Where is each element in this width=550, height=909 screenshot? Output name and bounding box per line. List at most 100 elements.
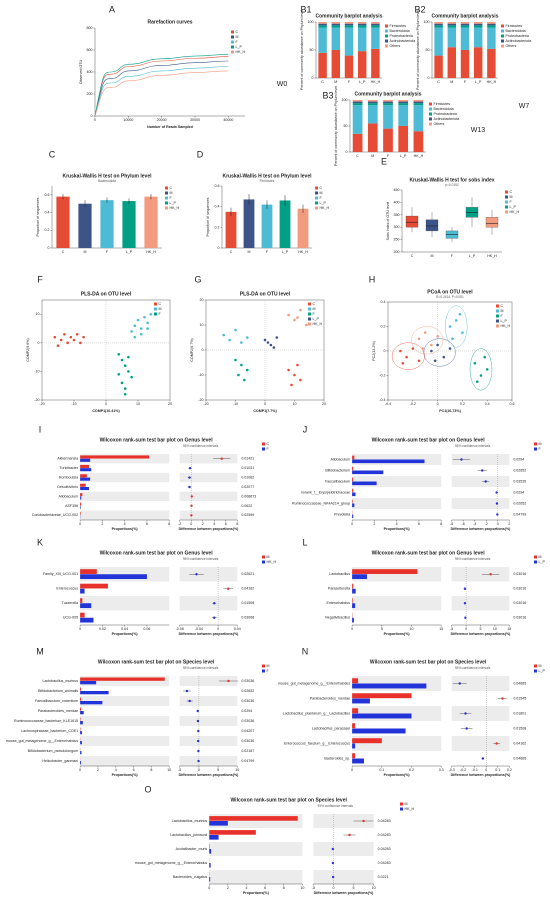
row-label: Bifidobacterium: [325, 468, 350, 472]
legend-label: Bacteroidota: [434, 107, 454, 111]
group-ellipse: [423, 338, 456, 367]
bar: [297, 208, 309, 248]
legend-swatch: [165, 186, 168, 190]
p-value: 0.02599: [241, 513, 254, 517]
legend-swatch: [385, 29, 388, 33]
difference-point: [226, 587, 230, 590]
stacked-segment: [434, 22, 443, 24]
point: [120, 358, 124, 362]
bar: [243, 199, 255, 248]
stacked-segment: [371, 27, 380, 49]
chart-title: Community barplot analysis: [355, 91, 422, 97]
y-tick-label: 50: [310, 48, 314, 52]
difference-point: [188, 466, 192, 470]
legend-swatch: [496, 309, 499, 313]
panel-letter: B3: [322, 90, 333, 100]
x-tick-label: 0.2: [507, 768, 512, 772]
stacked-segment: [371, 22, 380, 24]
legend-label: HK_H: [236, 50, 246, 54]
y-tick-label: 200: [87, 92, 93, 96]
proportion-bar: [80, 458, 91, 462]
difference-point: [495, 491, 498, 494]
proportion-bar: [352, 617, 354, 623]
x-tick-label: 5: [353, 886, 355, 890]
x-tick-label: 0.04: [121, 627, 128, 631]
stacked-segment: [473, 25, 483, 28]
proportion-bar: [352, 459, 425, 464]
x-tick-label: 0.04: [234, 627, 241, 631]
stacked-segment: [344, 55, 354, 78]
row-label: Lactobacillus_johnsonii: [170, 833, 207, 837]
legend-label: Others: [506, 44, 517, 48]
legend-label: F: [510, 200, 513, 204]
row-band: [451, 454, 510, 465]
stacked-segment: [413, 131, 424, 152]
legend-swatch: [262, 560, 265, 564]
y-tick-label: 20: [200, 298, 204, 302]
proportion-bar: [352, 455, 355, 460]
point: [448, 347, 452, 350]
row-label: Lactobacillus_murinus: [172, 819, 208, 823]
difference-point: [331, 847, 335, 851]
stacked-segment: [371, 48, 380, 78]
point: [120, 381, 124, 385]
x-tick-label: 2: [227, 886, 229, 890]
x-tick-label: 2: [101, 522, 103, 526]
row-band: [179, 696, 238, 706]
stacked-segment: [318, 23, 327, 26]
x-tick-label: 15: [507, 627, 511, 631]
x-tick-label: C: [62, 250, 65, 254]
difference-point: [495, 742, 498, 745]
proportion-bar: [352, 470, 384, 475]
point: [139, 332, 143, 336]
x2-axis-label: Difference between proportions(%): [451, 632, 512, 636]
x-tick-label: 0: [465, 627, 467, 631]
x-tick-label: 0: [79, 522, 81, 526]
stacked-segment: [318, 52, 327, 78]
x-tick-label: L_P: [282, 250, 289, 254]
x-tick-label: -20: [203, 402, 208, 406]
x-tick-label: 0: [351, 627, 353, 631]
stacked-segment: [413, 101, 424, 104]
legend-label: M: [501, 309, 504, 313]
row-band: [179, 726, 238, 736]
row-band: [352, 596, 442, 611]
legend-swatch: [496, 324, 499, 328]
y-tick-label: 400: [394, 200, 400, 204]
stacked-segment: [352, 100, 363, 102]
stacked-segment: [398, 105, 409, 126]
stacked-segment: [398, 101, 409, 104]
row-band: [80, 610, 170, 625]
row-label: Prevotella: [334, 512, 350, 516]
point: [454, 319, 458, 322]
row-label: Bacteroides_sp.: [324, 756, 350, 760]
panel-letter: C: [49, 149, 56, 159]
difference-point: [197, 729, 200, 733]
proportion-bar: [352, 738, 382, 744]
x-tick-label: 8: [150, 768, 152, 772]
difference-point: [458, 682, 461, 685]
y-axis-label: Observed OTU: [79, 60, 83, 85]
panel-letter: B2: [414, 4, 425, 14]
y-tick-label: 100: [424, 20, 430, 24]
point: [234, 358, 237, 362]
proportion-bar: [80, 681, 97, 685]
row-band: [179, 463, 238, 473]
legend-swatch: [501, 44, 504, 48]
legend-swatch: [505, 195, 508, 199]
rarefaction-curve: [94, 60, 229, 117]
chart-title: Wilcoxon rank-sum test bar plot on Genus…: [100, 437, 214, 443]
proportion-bar: [80, 751, 82, 755]
y-tick-label: 100: [342, 98, 348, 102]
proportion-bar: [80, 464, 90, 468]
legend-swatch: [429, 102, 432, 106]
row-band: [313, 856, 374, 870]
x-tick-label: 0.2: [409, 768, 414, 772]
proportion-bar: [80, 502, 82, 506]
stacked-segment: [383, 100, 393, 102]
stacked-segment: [460, 22, 470, 24]
point: [473, 361, 477, 365]
point: [234, 328, 237, 332]
box: [405, 215, 419, 228]
